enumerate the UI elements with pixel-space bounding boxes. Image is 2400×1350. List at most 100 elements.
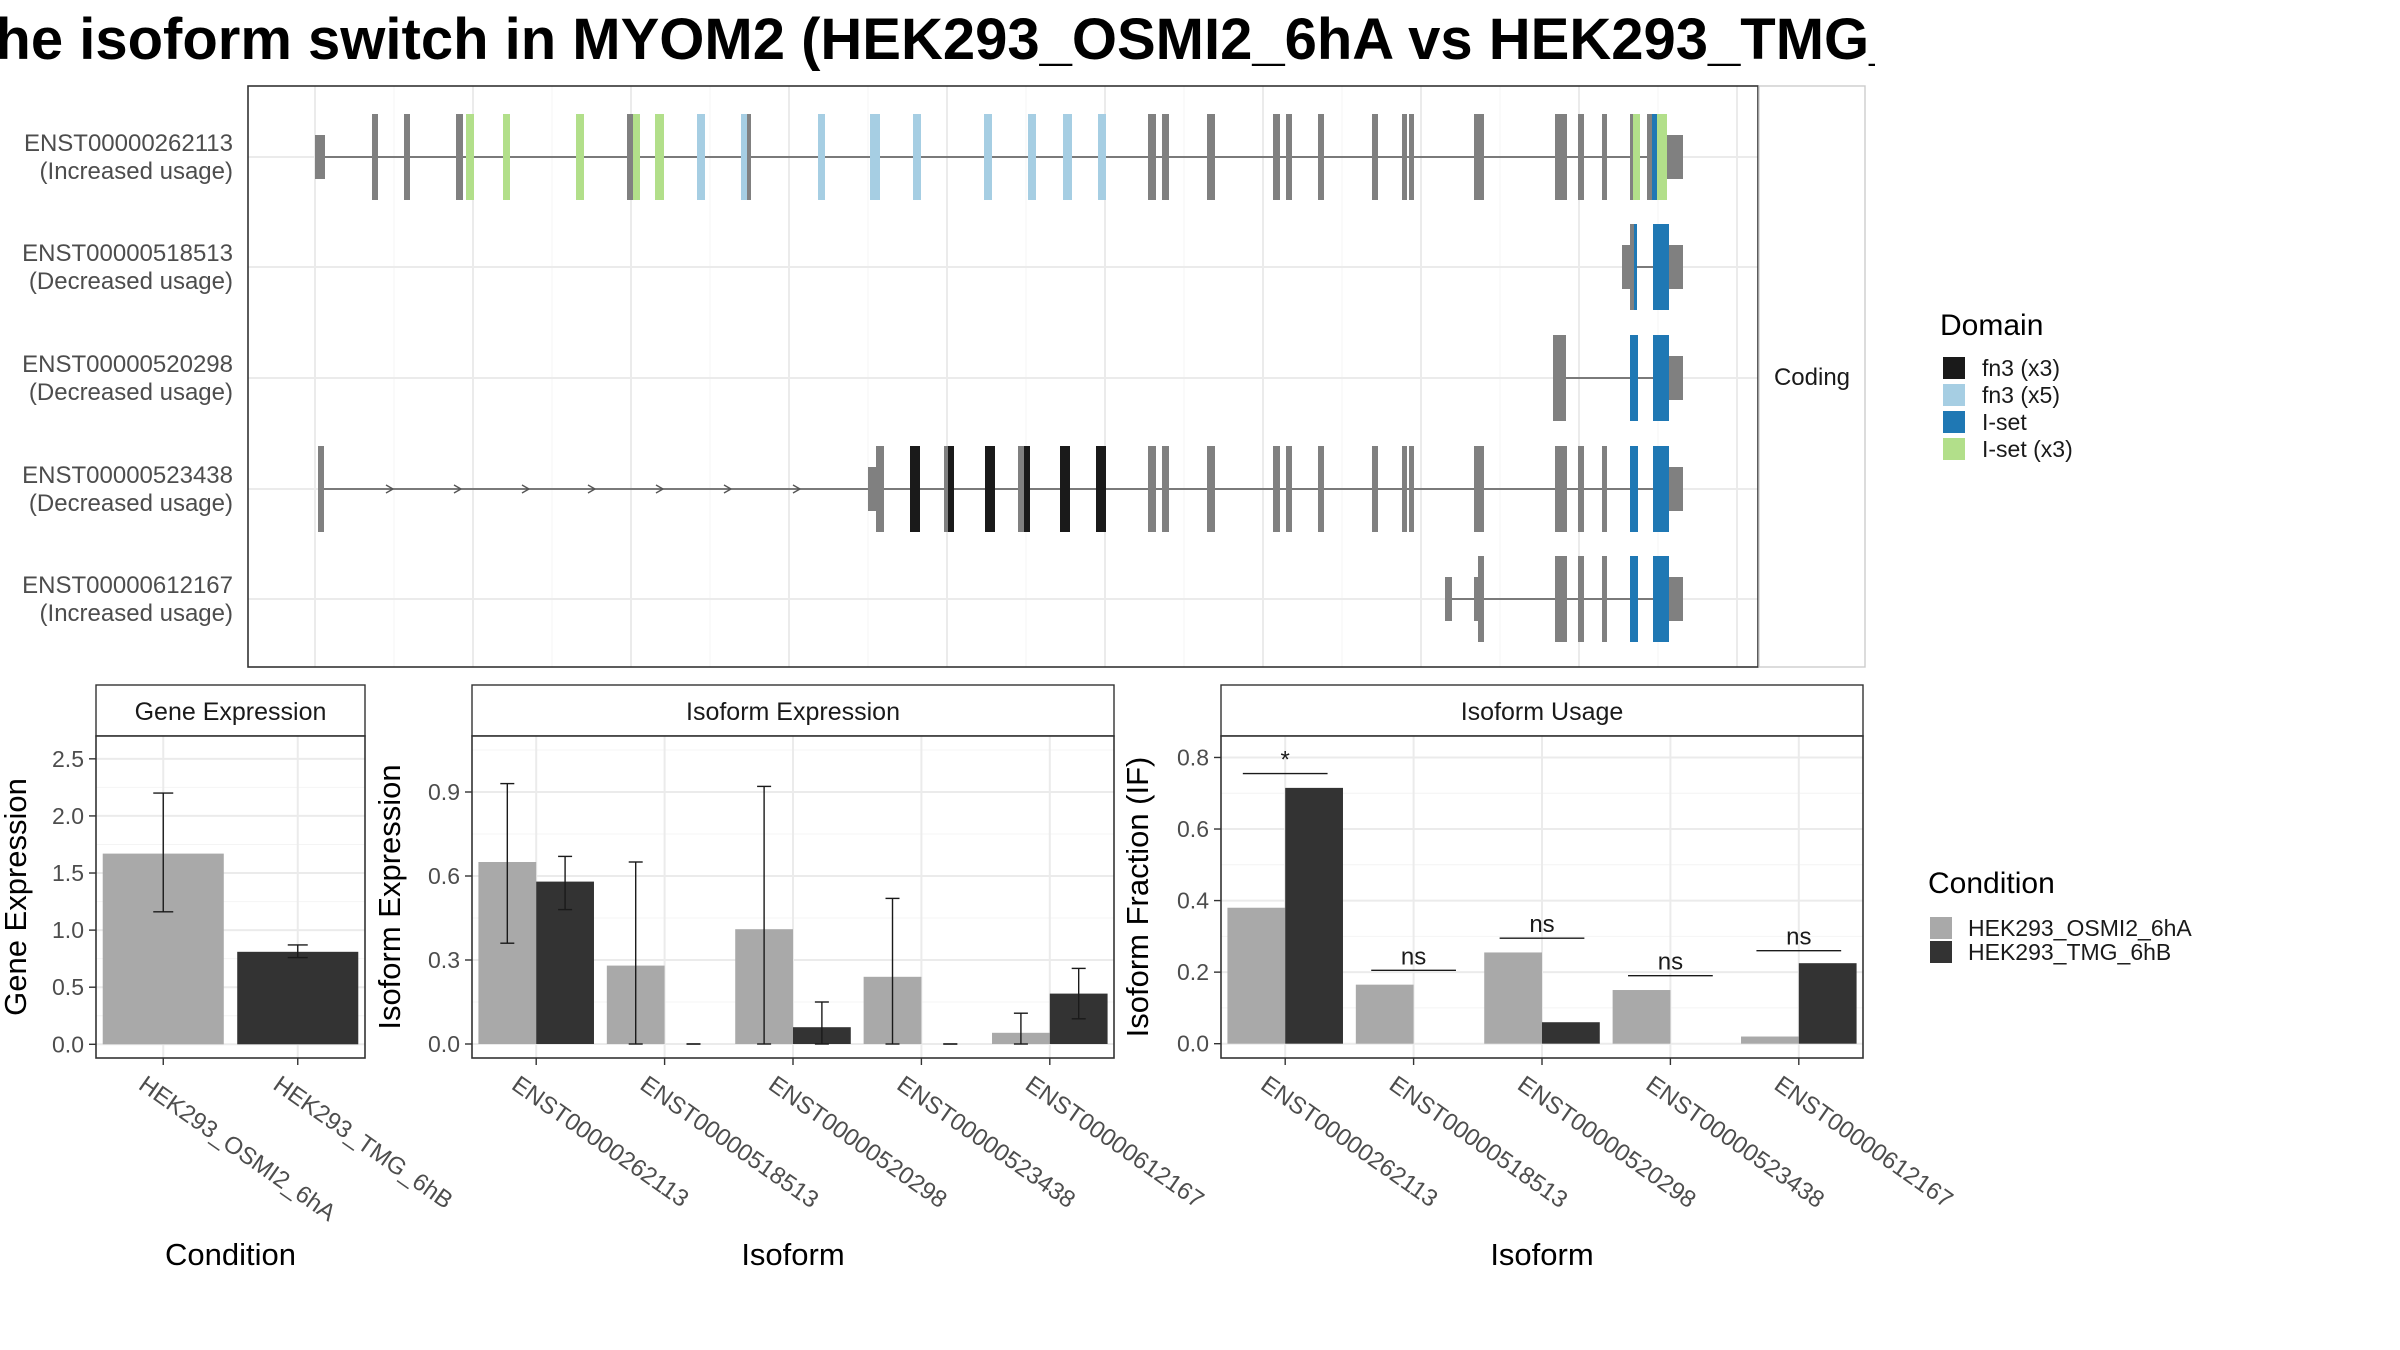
exon	[913, 114, 921, 200]
exon	[818, 114, 825, 200]
exon	[315, 135, 325, 179]
exon	[1372, 114, 1378, 200]
y-axis-title: Isoform Expression	[372, 764, 407, 1029]
exon	[1445, 577, 1452, 621]
bar	[1355, 984, 1414, 1044]
exon	[1273, 114, 1280, 200]
strand-arrow	[723, 484, 733, 494]
domain-legend-label: fn3 (x3)	[1982, 355, 2060, 381]
plot-border	[95, 735, 366, 1059]
bar-panel: Isoform Expression0.00.30.60.9ENST000002…	[372, 684, 1209, 1272]
exon	[456, 114, 463, 200]
domain-legend-title: Domain	[1940, 309, 2043, 342]
exon	[910, 446, 920, 532]
exon	[1024, 446, 1030, 532]
condition-legend-label: HEK293_OSMI2_6hA	[1968, 915, 2192, 941]
transcript-usage-label: (Decreased usage)	[29, 379, 233, 406]
exon	[1402, 114, 1407, 200]
y-tick-label: 0.6	[1177, 816, 1209, 842]
exon	[1669, 245, 1683, 289]
exon	[1652, 114, 1657, 200]
exon	[876, 446, 884, 532]
exon	[1657, 114, 1667, 200]
exon	[1653, 224, 1669, 310]
exon	[1602, 556, 1607, 642]
exon	[466, 114, 474, 200]
exon	[1148, 114, 1156, 200]
exon	[503, 114, 510, 200]
exon	[1318, 114, 1324, 200]
transcript-usage-label: (Increased usage)	[40, 158, 233, 185]
exon	[1474, 114, 1484, 200]
exon	[1409, 446, 1414, 532]
y-tick-label: 0.4	[1177, 888, 1209, 914]
panel-strip	[1220, 684, 1864, 737]
strand-arrow	[655, 484, 665, 494]
panel-strip-title: Gene Expression	[135, 698, 327, 726]
exon	[1402, 446, 1407, 532]
y-tick-label: 0.0	[1177, 1031, 1209, 1057]
facet-strip-label: Coding	[1774, 364, 1850, 391]
exon	[1633, 114, 1640, 200]
y-tick-label: 2.5	[52, 746, 84, 772]
exon	[1318, 446, 1324, 532]
exon	[1630, 446, 1638, 532]
exon	[1578, 114, 1584, 200]
exon	[1409, 114, 1414, 200]
significance-label: *	[1281, 747, 1290, 774]
exon	[1474, 446, 1484, 532]
significance-label: ns	[1786, 924, 1811, 951]
y-tick-label: 2.0	[52, 803, 84, 829]
exon	[576, 114, 584, 200]
significance-label: ns	[1658, 949, 1683, 976]
exon	[985, 446, 995, 532]
y-tick-label: 0.8	[1177, 744, 1209, 770]
transcript-name-label: ENST00000262113	[24, 130, 233, 157]
panel-strip	[471, 684, 1115, 737]
panel-strip	[95, 684, 366, 737]
strand-arrow	[385, 484, 395, 494]
transcript-usage-label: (Increased usage)	[40, 600, 233, 627]
transcript-usage-label: (Decreased usage)	[29, 490, 233, 517]
exon	[984, 114, 992, 200]
exon	[1207, 114, 1215, 200]
exon	[1028, 114, 1036, 200]
exon	[1555, 446, 1567, 532]
exon	[633, 114, 640, 200]
y-tick-label: 0.3	[428, 947, 460, 973]
exon	[1286, 114, 1292, 200]
y-tick-label: 0.2	[1177, 959, 1209, 985]
bar-panels: Gene Expression0.00.51.01.52.02.5HEK293_…	[0, 684, 1958, 1272]
exon	[627, 114, 633, 200]
exon	[1096, 446, 1106, 532]
y-tick-label: 0.6	[428, 863, 460, 889]
exon	[697, 114, 705, 200]
transcript-name-label: ENST00000612167	[22, 572, 233, 599]
transcript-model	[315, 114, 1683, 200]
exon	[1634, 224, 1637, 310]
exon	[1667, 135, 1683, 179]
domain-legend-label: fn3 (x5)	[1982, 382, 2060, 408]
domain-legend-swatch	[1943, 357, 1965, 379]
exon	[1653, 556, 1669, 642]
strand-arrow	[521, 484, 531, 494]
exon	[1558, 335, 1566, 421]
condition-legend-label: HEK293_TMG_6hB	[1968, 939, 2171, 965]
x-axis-title: Condition	[165, 1237, 296, 1272]
x-axis-title: Isoform	[1490, 1237, 1593, 1272]
domain-legend-label: I-set	[1982, 409, 2027, 435]
transcript-name-label: ENST00000520298	[22, 351, 233, 378]
exon	[1162, 114, 1169, 200]
transcript-usage-label: (Decreased usage)	[29, 268, 233, 295]
exon	[1647, 114, 1655, 200]
significance-label: ns	[1401, 943, 1426, 970]
exon	[1630, 556, 1638, 642]
exon	[1060, 446, 1070, 532]
exon	[1578, 446, 1584, 532]
bar	[1227, 907, 1286, 1044]
strand-arrow	[587, 484, 597, 494]
transcript-name-label: ENST00000523438	[22, 462, 233, 489]
exon	[1578, 556, 1584, 642]
